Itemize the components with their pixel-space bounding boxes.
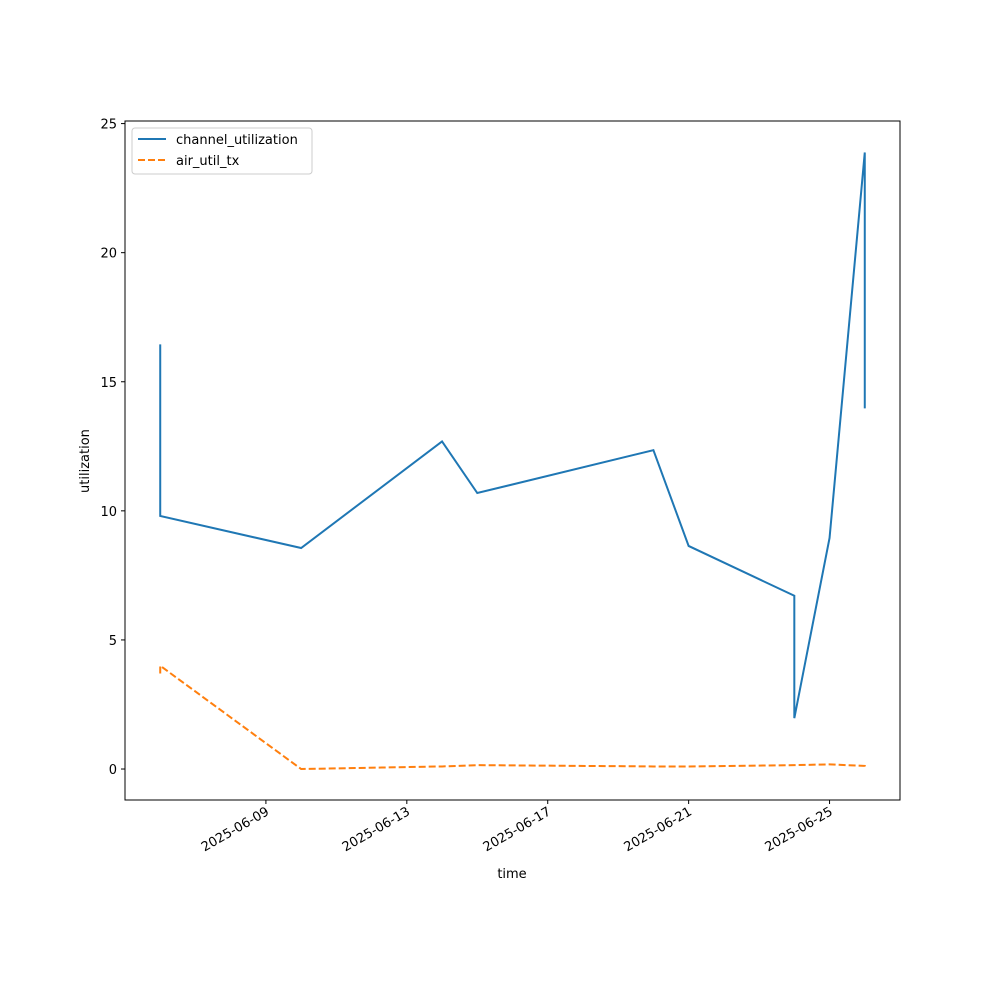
legend: channel_utilization air_util_tx [131, 127, 313, 175]
y-axis-label: utilization [78, 429, 93, 493]
data-line [159, 152, 866, 719]
y-tick-label: 20 [100, 247, 117, 262]
legend-label: air_util_tx [176, 154, 240, 169]
x-axis-label: time [497, 867, 526, 882]
legend-box [131, 127, 313, 175]
data-line [159, 663, 866, 771]
legend-label: channel_utilization [176, 133, 298, 148]
y-tick-label: 0 [109, 763, 117, 778]
y-tick-label: 5 [109, 634, 117, 649]
y-tick-label: 25 [100, 118, 117, 133]
plot-frame [124, 120, 901, 801]
y-tick-label: 10 [100, 505, 117, 520]
y-tick-label: 15 [100, 376, 117, 391]
